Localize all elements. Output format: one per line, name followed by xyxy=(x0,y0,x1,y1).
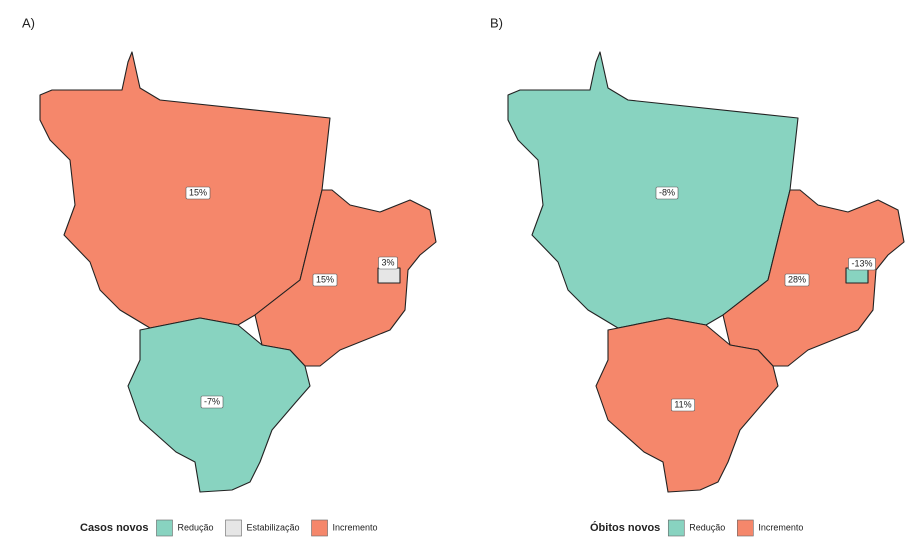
region-label: 15% xyxy=(316,274,334,284)
label-box xyxy=(200,395,224,409)
label-box xyxy=(312,273,338,287)
label-box xyxy=(655,186,679,200)
regions xyxy=(507,51,905,493)
legend-swatch xyxy=(156,519,173,537)
panel-tag: B) xyxy=(490,15,503,30)
region-label: 3% xyxy=(381,257,394,267)
legend-title: Óbitos novos xyxy=(590,521,660,534)
region xyxy=(39,51,331,329)
region-label: 15% xyxy=(189,187,207,197)
legend-label: Incremento xyxy=(333,522,378,532)
legend-label: Redução xyxy=(177,522,213,532)
legend-label: Incremento xyxy=(758,522,803,532)
region-label: 28% xyxy=(788,274,806,284)
legend-swatch xyxy=(737,519,754,537)
panel-tag: A) xyxy=(22,15,35,30)
region-label: -13% xyxy=(851,258,872,268)
panel-a: A) 15% 15% 3% -7% Casos novos Redução Estabili… xyxy=(22,15,437,537)
legend-label: Redução xyxy=(689,522,725,532)
panel-b: B) -8% 28% -13% 11% Óbitos novos Redução Incre… xyxy=(490,15,905,537)
label-box xyxy=(671,398,695,412)
legend-swatch xyxy=(667,519,685,537)
label-box xyxy=(378,256,398,270)
region xyxy=(507,51,799,329)
legend-swatch xyxy=(225,519,242,537)
region-label: -8% xyxy=(659,187,675,197)
regions xyxy=(39,51,437,493)
region-label: -7% xyxy=(204,396,220,406)
label-box xyxy=(848,257,876,271)
legend-title: Casos novos xyxy=(80,522,148,534)
legend-label: Estabilização xyxy=(247,522,300,532)
region xyxy=(377,267,401,284)
label-box xyxy=(784,273,810,287)
legend-swatch xyxy=(311,519,328,537)
region-label: 11% xyxy=(674,399,691,409)
label-box xyxy=(185,186,211,200)
